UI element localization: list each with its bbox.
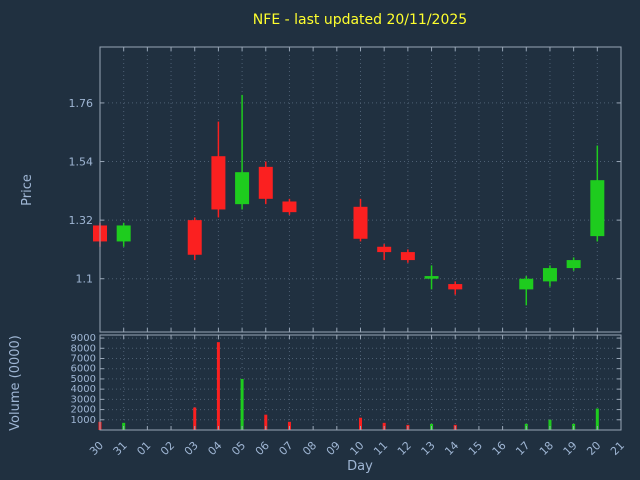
price-tick-label: 1.54: [69, 156, 94, 169]
x-tick-label: 18: [537, 439, 556, 458]
candle-body: [400, 252, 415, 261]
price-axis-label: Price: [20, 174, 35, 206]
x-tick-label: 15: [466, 439, 485, 458]
candle-body: [235, 172, 250, 205]
price-panel-border: [99, 46, 622, 333]
x-tick-label: 17: [513, 439, 532, 458]
candle-body: [377, 246, 392, 253]
price-tick-label: 1.32: [69, 214, 94, 227]
x-tick-label: 10: [348, 439, 367, 458]
x-tick-label: 20: [584, 439, 603, 458]
candle-body: [282, 201, 297, 213]
candle-body: [590, 180, 605, 237]
candle-body: [519, 278, 534, 290]
volume-bar: [193, 407, 197, 430]
x-tick-label: 09: [324, 439, 343, 458]
tick-label-layer: 30 31 01 02 03 04 05 06 07 08 09 10 11 12 13 14 15 16 17 18…: [69, 97, 628, 458]
x-tick-label: 08: [300, 439, 319, 458]
x-tick-label: 07: [276, 439, 295, 458]
volume-tick-label: 3000: [71, 394, 96, 405]
candle-body: [542, 268, 557, 282]
candle-body: [424, 276, 439, 279]
x-tick-label: 04: [205, 439, 224, 458]
chart-title: NFE - last updated 20/11/2025: [253, 12, 467, 28]
volume-panel-border: [99, 334, 622, 431]
x-tick-label: 12: [395, 439, 414, 458]
candle-body: [448, 284, 463, 290]
x-tick-label: 02: [158, 439, 177, 458]
volume-bar: [287, 421, 291, 430]
volume-bar: [264, 414, 268, 430]
axes-layer: [99, 46, 622, 431]
x-tick-label: 21: [608, 439, 627, 458]
candle-body: [566, 260, 581, 269]
volume-axis-label: Volume (0000): [8, 335, 23, 431]
candle-body: [258, 166, 273, 199]
candle-body: [211, 156, 226, 210]
volume-tick-label: 8000: [71, 343, 96, 354]
x-tick-label: 16: [490, 439, 509, 458]
x-tick-label: 11: [371, 439, 390, 458]
volume-tick-label: 7000: [71, 353, 96, 364]
volume-bar: [359, 417, 362, 430]
x-tick-label: 05: [229, 439, 248, 458]
x-tick-label: 03: [182, 439, 201, 458]
x-tick-label: 14: [442, 439, 461, 458]
volume-bar: [548, 419, 552, 430]
volume-bar: [240, 378, 244, 430]
data-layer: [93, 94, 605, 430]
volume-tick-label: 5000: [71, 374, 96, 385]
volume-tick-label: 4000: [71, 384, 96, 395]
x-tick-label: 13: [419, 439, 438, 458]
price-tick-label: 1.76: [69, 97, 94, 110]
volume-tick-label: 2000: [71, 405, 96, 416]
x-axis-label: Day: [347, 459, 373, 474]
volume-tick-label: 9000: [71, 333, 96, 344]
volume-tick-label: 1000: [71, 415, 96, 426]
candle-body: [116, 225, 131, 242]
x-tick-label: 01: [134, 439, 153, 458]
x-tick-label: 19: [561, 439, 580, 458]
x-tick-label: 06: [253, 439, 272, 458]
candle-body: [187, 220, 202, 255]
volume-tick-label: 6000: [71, 364, 96, 375]
volume-bar: [216, 342, 220, 430]
price-tick-label: 1.1: [76, 273, 94, 286]
x-tick-label: 31: [111, 439, 130, 458]
candle-body: [353, 206, 368, 239]
x-tick-label: 30: [87, 439, 106, 458]
volume-bar: [595, 408, 599, 430]
